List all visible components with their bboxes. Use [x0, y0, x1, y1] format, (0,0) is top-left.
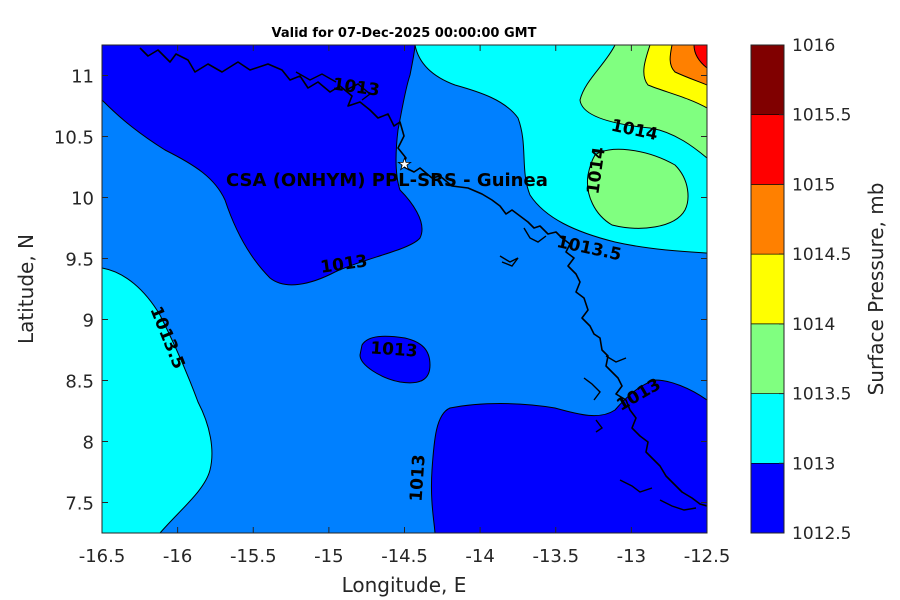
- colorbar-tick-label: 1013.5: [792, 385, 851, 405]
- y-tick-label: 10.5: [54, 128, 94, 149]
- colorbar-segment: [750, 323, 785, 394]
- y-tick-label: 11: [71, 67, 94, 88]
- colorbar-segment: [750, 114, 785, 185]
- colorbar-tick-label: 1015.5: [792, 106, 851, 126]
- colorbar-segment: [750, 462, 785, 534]
- contour-fill-1013_5-southwest: [102, 267, 213, 533]
- colorbar-segment: [750, 184, 785, 255]
- y-tick-label: 7.5: [65, 494, 94, 515]
- colorbar-label: Surface Pressure, mb: [864, 183, 888, 396]
- x-tick-label: -14: [465, 546, 494, 567]
- colorbar-tick-label: 1015: [792, 175, 835, 195]
- x-tick-label: -13.5: [532, 546, 579, 567]
- x-tick-label: -15: [314, 546, 343, 567]
- y-axis-ticks: 7.5 8 8.5 9 9.5 10 10.5 11: [54, 67, 707, 515]
- contour-fill-1012_5-island: [359, 335, 431, 384]
- contour-fill-1014-island: [586, 148, 689, 229]
- contour-label: 1013: [406, 454, 429, 503]
- x-tick-label: -15.5: [230, 546, 277, 567]
- y-axis-label: Latitude, N: [14, 234, 38, 344]
- y-tick-label: 9.5: [65, 250, 94, 271]
- colorbar-segment: [750, 44, 785, 115]
- x-tick-label: -14.5: [381, 546, 428, 567]
- map-plot-area: [102, 45, 707, 533]
- contour-fill-1012_5-northwest: [102, 45, 423, 286]
- colorbar-tick-label: 1014: [792, 315, 835, 335]
- colorbar-tick-label: 1013: [792, 454, 835, 474]
- coastline: [139, 47, 707, 507]
- y-tick-label: 10: [71, 189, 94, 210]
- y-tick-label: 8.5: [65, 372, 94, 393]
- colorbar-segment: [750, 253, 785, 325]
- contour-fill-1012_5-southeast: [430, 379, 707, 533]
- site-star-icon: ★: [397, 154, 411, 173]
- x-tick-label: -16.5: [79, 546, 126, 567]
- colorbar-tick-label: 1012.5: [792, 524, 851, 544]
- y-tick-label: 8: [83, 433, 94, 454]
- coastline-islands: [295, 71, 697, 511]
- colorbar-segment: [750, 393, 785, 464]
- x-tick-label: -16: [163, 546, 192, 567]
- colorbar-border: [750, 44, 785, 534]
- x-tick-label: -12.5: [684, 546, 731, 567]
- colorbar-ticks: 1012.5 1013 1013.5 1014 1014.5 1015 1015.5 1016: [779, 36, 851, 544]
- site-label: CSA (ONHYM) PPL-SRS - Guinea: [226, 170, 548, 191]
- y-tick-label: 9: [83, 311, 94, 332]
- contour-label: 1013: [370, 338, 419, 361]
- colorbar-tick-label: 1014.5: [792, 245, 851, 265]
- x-axis-label: Longitude, E: [342, 573, 467, 597]
- x-axis-ticks: -16.5 -16 -15.5 -15 -14.5 -14 -13.5 -13 -12.5: [79, 45, 731, 567]
- contour-fill-1015_5: [693, 45, 707, 69]
- colorbar: [750, 44, 785, 534]
- colorbar-tick-label: 1016: [792, 36, 835, 56]
- x-tick-label: -13: [617, 546, 646, 567]
- figure-title: Valid for 07-Dec-2025 00:00:00 GMT: [272, 26, 537, 41]
